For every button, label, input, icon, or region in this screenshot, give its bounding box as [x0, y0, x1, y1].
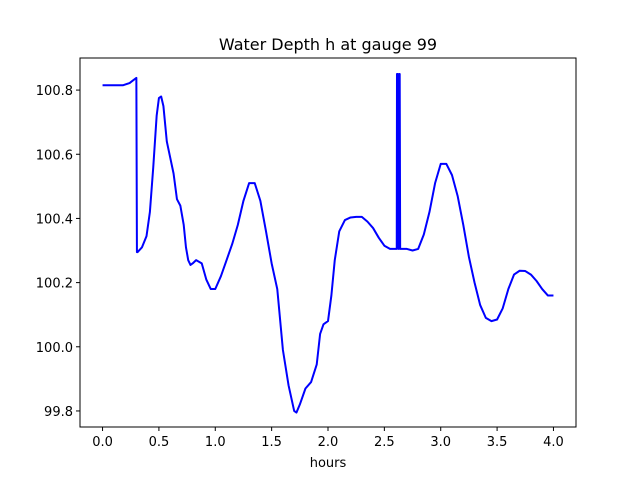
x-axis: 0.0 0.5 1.0 1.5 2.0 2.5 3.0 3.5 4.0 — [92, 427, 564, 450]
y-axis: 99.8 100.0 100.2 100.4 100.6 100.8 — [36, 84, 80, 420]
x-tick-label: 0.5 — [149, 435, 170, 450]
x-tick-label: 2.0 — [318, 435, 339, 450]
plot-frame — [79, 57, 577, 428]
x-tick-label: 1.0 — [205, 435, 226, 450]
x-tick-label: 3.0 — [430, 435, 451, 450]
plot-area — [102, 73, 554, 414]
x-tick-label: 3.5 — [487, 435, 508, 450]
y-tick-label: 100.6 — [36, 148, 73, 163]
x-tick-label: 0.0 — [92, 435, 113, 450]
x-tick-label: 1.5 — [261, 435, 282, 450]
chart-title: Water Depth h at gauge 99 — [219, 35, 437, 54]
x-tick-label: 4.0 — [543, 435, 564, 450]
x-axis-label: hours — [310, 456, 347, 471]
x-tick-label: 2.5 — [374, 435, 395, 450]
y-tick-label: 100.0 — [36, 341, 73, 356]
series-line — [102, 73, 554, 414]
y-tick-label: 100.8 — [36, 84, 73, 99]
y-tick-label: 100.4 — [36, 212, 73, 227]
y-tick-label: 100.2 — [36, 277, 73, 292]
y-tick-label: 99.8 — [44, 405, 73, 420]
